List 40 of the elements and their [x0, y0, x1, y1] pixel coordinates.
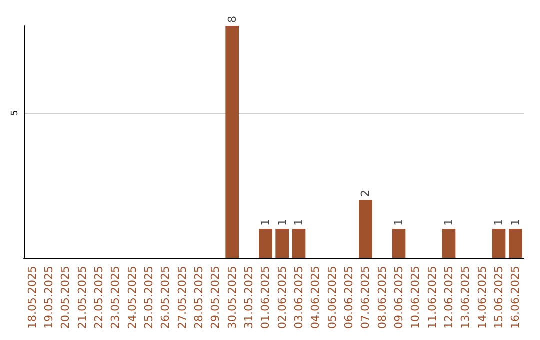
x-tick-label: 08.06.2025 [376, 266, 389, 330]
x-tick-label: 11.06.2025 [426, 266, 439, 330]
x-tick-label: 31.05.2025 [242, 266, 256, 330]
data-label: 1 [509, 219, 522, 226]
x-tick-label: 20.05.2025 [59, 266, 72, 330]
x-tick-label: 24.05.2025 [126, 266, 139, 330]
x-tick-label: 21.05.2025 [76, 266, 89, 330]
x-tick-label: 22.05.2025 [92, 266, 106, 330]
x-tick-label: 10.06.2025 [409, 266, 422, 330]
data-label: 1 [259, 219, 272, 226]
data-label: 1 [442, 219, 456, 226]
x-tick-label: 15.06.2025 [492, 266, 506, 330]
x-tick-label: 07.06.2025 [359, 266, 372, 330]
x-tick-label: 03.06.2025 [292, 266, 306, 330]
data-label: 8 [226, 16, 239, 23]
data-label: 1 [276, 219, 289, 226]
data-label: 1 [492, 219, 506, 226]
x-tick-label: 16.06.2025 [509, 266, 522, 330]
x-tick-label: 12.06.2025 [442, 266, 456, 330]
data-label: 2 [359, 190, 372, 198]
x-tick-label: 02.06.2025 [276, 266, 289, 330]
x-tick-label: 13.06.2025 [459, 266, 472, 330]
x-tick-label: 30.05.2025 [226, 266, 239, 330]
x-tick-label: 23.05.2025 [109, 266, 122, 330]
data-label: 1 [292, 219, 306, 226]
x-tick-label: 14.06.2025 [476, 266, 489, 330]
x-tick-label: 19.05.2025 [42, 266, 56, 330]
x-tick-label: 25.05.2025 [142, 266, 156, 330]
x-tick-label: 05.06.2025 [326, 266, 339, 330]
x-tick-label: 28.05.2025 [192, 266, 206, 330]
y-tick-label: 5 [10, 110, 20, 116]
data-label: 1 [392, 219, 406, 226]
x-tick-label: 06.06.2025 [342, 266, 356, 330]
x-tick-label: 29.05.2025 [209, 266, 222, 330]
x-tick-label: 04.06.2025 [309, 266, 322, 330]
x-tick-label: 09.06.2025 [392, 266, 406, 330]
x-tick-label: 18.05.2025 [26, 266, 39, 330]
x-tick-label: 27.05.2025 [176, 266, 189, 330]
x-tick-label: 01.06.2025 [259, 266, 272, 330]
x-tick-label: 26.05.2025 [159, 266, 172, 330]
